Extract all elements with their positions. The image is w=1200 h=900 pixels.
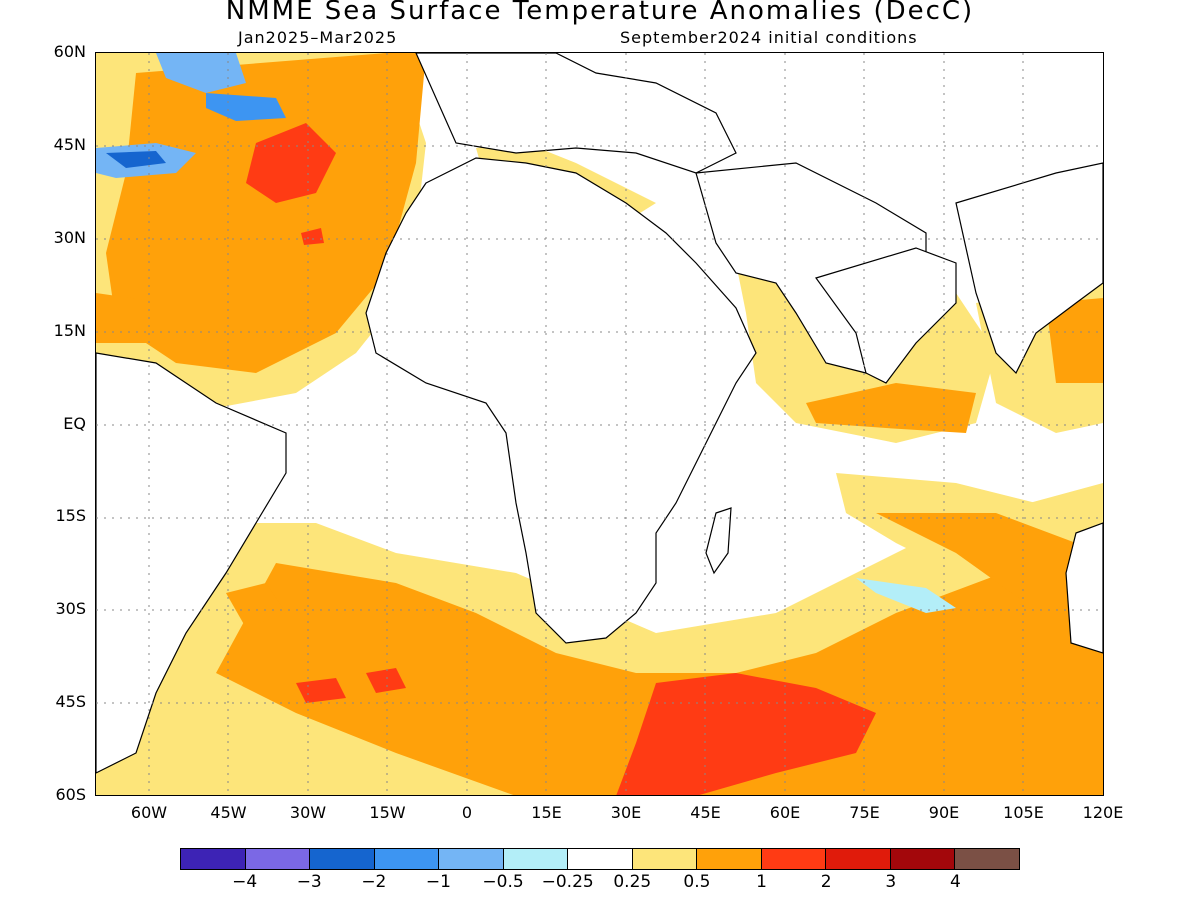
forecast-period: Jan2025–Mar2025: [238, 28, 398, 47]
colorbar: [180, 848, 1020, 870]
africa: [365, 157, 757, 644]
australia: [1065, 522, 1103, 654]
colorbar-swatch: [826, 849, 891, 869]
x-tick-label: 0: [461, 803, 473, 822]
colorbar-label: −0.25: [541, 872, 594, 892]
x-tick-label: 120E: [1082, 803, 1124, 822]
y-tick-label: 60S: [55, 785, 86, 804]
map-area: [96, 53, 1103, 796]
x-tick-label: 15W: [369, 803, 406, 822]
colorbar-label: 3: [885, 872, 897, 892]
colorbar-label: 2: [820, 872, 832, 892]
colorbar-swatch: [955, 849, 1019, 869]
colorbar-swatch: [632, 849, 698, 869]
anomaly-fields-cold: [96, 53, 956, 613]
anomaly-fields-strong: [246, 123, 876, 796]
y-tick-label: 45S: [55, 692, 86, 712]
anomaly-fields-medium: [96, 53, 1103, 796]
colorbar-label: 0.25: [613, 872, 652, 892]
x-tick-label: 60E: [769, 803, 801, 822]
colorbar-swatch: [503, 849, 569, 869]
x-tick-label: 75E: [849, 803, 880, 822]
y-tick-label: 45N: [53, 134, 86, 154]
madagascar: [705, 507, 732, 575]
colorbar-label: −2: [361, 872, 387, 892]
colorbar-swatch: [568, 849, 633, 869]
colorbar-swatch: [245, 849, 311, 869]
colorbar-label: −3: [296, 872, 322, 892]
x-tick-label: 15E: [531, 803, 562, 822]
y-tick-label: EQ: [63, 413, 86, 433]
colorbar-label: −0.5: [482, 872, 524, 892]
colorbar-swatch: [890, 849, 956, 869]
colorbar-swatch: [697, 849, 762, 869]
x-tick-label: 105E: [1003, 803, 1044, 822]
y-tick-label: 60N: [53, 42, 86, 61]
initial-conditions: September2024 initial conditions: [620, 28, 918, 47]
sst-anomaly-map: [96, 53, 1103, 796]
x-tick-label: 60W: [130, 803, 168, 822]
colorbar-label: 4: [949, 872, 961, 892]
y-tick-label: 15N: [53, 320, 86, 340]
y-tick-label: 15S: [55, 506, 86, 526]
europe: [415, 53, 737, 174]
colorbar-swatch: [439, 849, 504, 869]
colorbar-swatch: [374, 849, 440, 869]
india: [815, 247, 957, 384]
x-tick-label: 90E: [928, 803, 960, 822]
southeast-asia: [955, 162, 1103, 375]
x-tick-label: 45E: [690, 803, 721, 822]
colorbar-swatch: [181, 849, 246, 869]
south-america: [96, 352, 287, 774]
y-tick-label: 30N: [53, 227, 86, 247]
x-tick-label: 30W: [289, 803, 327, 822]
map-title: NMME Sea Surface Temperature Anomalies (…: [225, 0, 975, 26]
colorbar-label: 1: [756, 872, 767, 892]
x-tick-label: 45W: [210, 803, 247, 822]
y-tick-label: 30S: [55, 599, 86, 619]
colorbar-label: −1: [425, 872, 451, 892]
x-tick-label: 30E: [610, 803, 642, 822]
colorbar-swatch: [310, 849, 375, 869]
continents: [96, 53, 1103, 774]
colorbar-label: 0.5: [683, 872, 711, 892]
colorbar-swatch: [761, 849, 827, 869]
colorbar-label: −4: [232, 872, 258, 892]
